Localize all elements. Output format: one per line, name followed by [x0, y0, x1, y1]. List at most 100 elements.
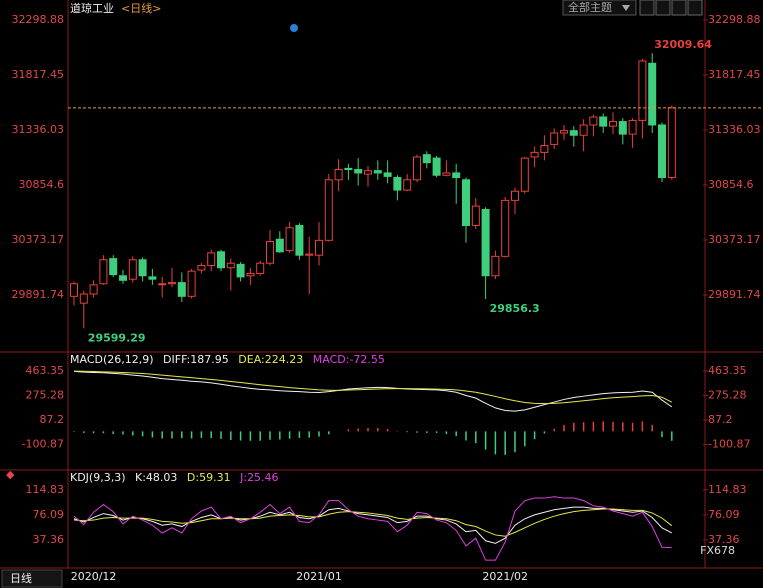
y-tick-label: 31817.45 [12, 68, 65, 81]
candle-body [579, 124, 588, 136]
candle-body [609, 121, 617, 127]
legend-value: 48.03 [146, 471, 178, 484]
candle-body [177, 282, 186, 297]
candle-body [540, 145, 549, 153]
candle-body [658, 124, 666, 179]
y-tick-label: 114.83 [26, 483, 65, 496]
candle-body [315, 239, 323, 256]
legend-value: -72.55 [349, 353, 384, 366]
y-tick-label: 29891.74 [708, 288, 761, 301]
legend-value: 59.31 [199, 471, 231, 484]
candle-body [275, 238, 284, 253]
legend-label: K: [135, 471, 146, 484]
min-label: 29856.3 [490, 302, 540, 315]
candle-body [109, 258, 118, 276]
y-tick-label: 31336.03 [12, 123, 65, 136]
candle-body [128, 259, 137, 280]
candle-body [226, 262, 235, 269]
period-label: <日线> [121, 1, 161, 15]
y-tick-label: 37.36 [708, 533, 740, 546]
tool-button[interactable] [639, 0, 655, 16]
candle-body [491, 255, 500, 277]
candle-body [511, 190, 519, 201]
y-tick-label: 32298.88 [12, 13, 65, 26]
candle-body [168, 282, 176, 285]
candle-body [471, 205, 480, 226]
y-tick-label: 30854.6 [19, 178, 65, 191]
candle-body [119, 275, 127, 281]
event-marker[interactable] [290, 24, 298, 32]
theme-button[interactable] [562, 0, 637, 16]
y-tick-label: -100.87 [708, 438, 750, 451]
panel-frame [0, 0, 763, 569]
candle-body [266, 240, 274, 264]
candle-body [354, 169, 363, 174]
tool-button[interactable] [655, 0, 671, 16]
legend-label: DEA: [238, 353, 264, 366]
candle-body [89, 284, 98, 295]
candle-body [246, 272, 255, 277]
tool-button[interactable] [687, 0, 703, 16]
toolbar [639, 0, 703, 16]
y-tick-label: 31817.45 [708, 68, 761, 81]
candle-body [618, 121, 627, 135]
kdj-line [73, 508, 673, 537]
y-tick-label: 30373.17 [708, 233, 761, 246]
candle-body [344, 167, 353, 171]
y-tick-label: 463.35 [26, 364, 65, 377]
period-button[interactable] [1, 569, 63, 588]
y-tick-label: 37.36 [33, 533, 65, 546]
candle-body [79, 293, 88, 304]
legend-label: J: [239, 471, 247, 484]
y-tick-label: 76.09 [33, 508, 65, 521]
panel-icon: ◆ [6, 468, 15, 481]
candle-body [530, 151, 539, 158]
y-tick-label: 30373.17 [12, 233, 65, 246]
legend-label: MACD: [313, 353, 350, 366]
legend-label: D: [187, 471, 199, 484]
tool-button[interactable] [671, 0, 687, 16]
candle-body [462, 179, 470, 226]
watermark: FX678 [700, 544, 735, 557]
candle-body [256, 262, 265, 274]
y-tick-label: 463.35 [708, 364, 747, 377]
candle-body [148, 276, 157, 280]
period-button-label[interactable]: 日线 [10, 571, 32, 585]
candle-body [217, 251, 225, 269]
candle-body [520, 157, 529, 192]
y-tick-label: 76.09 [708, 508, 740, 521]
y-tick-label: 275.28 [708, 388, 747, 401]
y-tick-label: -100.87 [22, 438, 64, 451]
y-tick-label: 275.28 [26, 388, 65, 401]
candle-body [373, 170, 382, 174]
macd-line [73, 370, 673, 405]
candle-body [638, 60, 647, 121]
candle-body [305, 253, 314, 256]
y-tick-label: 114.83 [708, 483, 747, 496]
candle-body [589, 116, 598, 126]
candle-body [324, 179, 333, 241]
macd-line [73, 370, 673, 412]
legend-value: 224.23 [265, 353, 304, 366]
y-tick-label: 30854.6 [708, 178, 754, 191]
candle-body [413, 156, 421, 181]
candle-body [452, 172, 461, 179]
candle-body [70, 283, 78, 297]
macd-legend: MACD(26,12,9) DIFF:187.95 DEA:224.23 MAC… [70, 353, 385, 366]
y-tick-label: 31336.03 [708, 123, 761, 136]
candle-body [569, 130, 578, 136]
candle-body [364, 170, 372, 175]
candle-body [667, 107, 676, 179]
candle-body [560, 130, 568, 134]
candle-body [99, 259, 108, 285]
candle-body [599, 116, 608, 127]
candle-body [501, 199, 510, 257]
theme-dropdown-arrow[interactable] [622, 5, 630, 11]
kdj-title: KDJ(9,3,3) [70, 471, 126, 484]
theme-button-label[interactable]: 全部主题 [568, 0, 612, 14]
macd-title: MACD(26,12,9) [70, 353, 154, 366]
kdj-line [73, 496, 672, 561]
candle-body [295, 224, 304, 256]
